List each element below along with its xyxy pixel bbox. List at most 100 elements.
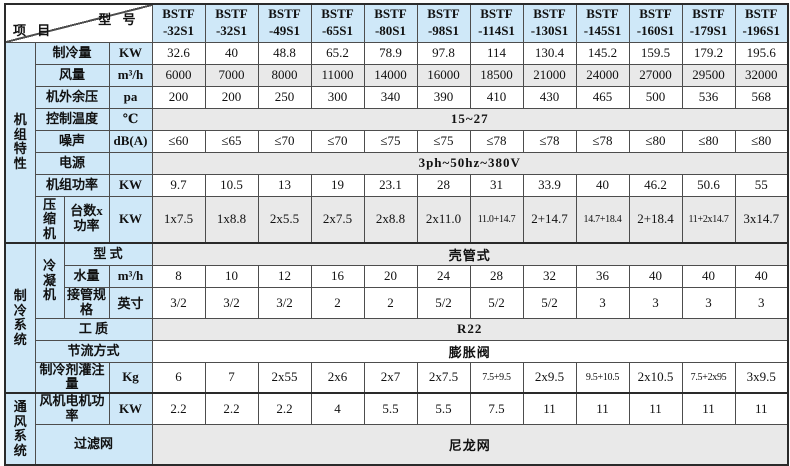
value-cell: 8 [151,264,206,288]
row-label: 水量 [63,264,110,288]
value-cell: ≤70 [257,129,312,153]
table-row: 电源 3ph~50hz~380V [5,151,789,175]
table-row: 制 冷 系 统冷 凝 机型 式壳管式 [4,242,789,394]
value-cell: 2x7.5 [310,195,365,244]
row-label: 型 式 [63,242,153,266]
value-cell: 2x5.5 [257,195,312,244]
value-cell: 65.2 [310,41,365,65]
value-cell: ≤75 [416,129,471,153]
value-cell: 1x8.8 [204,195,259,244]
header-row: 型 号项 目 BSTF -32S1 BSTF -32S1 BSTF -49S1 BSTF… [4,3,789,43]
model-header: BSTF -114S1 [469,3,524,43]
row-label: 过滤网 [34,424,153,466]
value-cell: 40 [734,264,789,288]
model-header: BSTF -179S1 [681,3,736,43]
value-cell: 410 [469,85,524,109]
merged-value-cell: 膨胀阀 [151,339,789,363]
table-row: 控制温度 ℃ 15~27 [5,107,789,131]
value-cell: 11 [522,392,577,426]
value-cell: 300 [310,85,365,109]
unit-cell: 英寸 [108,286,153,319]
merged-value-cell: 3ph~50hz~380V [151,151,789,175]
row-label: 接管规格 [63,286,110,319]
value-cell: 55 [734,173,789,197]
value-cell: ≤78 [522,129,577,153]
model-header: BSTF -49S1 [257,3,312,43]
value-cell: 10.5 [204,173,259,197]
row-label: 工 质 [34,317,153,341]
value-cell: 2+18.4 [628,195,683,244]
subgroup-label: 冷 凝 机 [34,242,65,319]
value-cell: ≤80 [681,129,736,153]
value-cell: 40 [575,173,630,197]
model-header: BSTF -130S1 [522,3,577,43]
value-cell: 2.2 [257,392,312,426]
value-cell: 27000 [628,63,683,87]
value-cell: 114 [469,41,524,65]
value-cell: 16000 [416,63,471,87]
value-cell: 340 [363,85,418,109]
value-cell: 250 [257,85,312,109]
value-cell: ≤60 [151,129,206,153]
value-cell: 31 [469,173,524,197]
table-row: 机外余压 pa 200 200 250 300 340 390 410 430 465 500 536 5… [5,85,789,109]
value-cell: 2x6 [310,361,365,394]
value-cell: 2 [363,286,418,319]
value-cell: 2x9.5 [522,361,577,394]
value-cell: 430 [522,85,577,109]
value-cell: 40 [681,264,736,288]
value-cell: 29500 [681,63,736,87]
unit-cell: KW [108,195,153,244]
value-cell: 2+14.7 [522,195,577,244]
merged-value-cell: 壳管式 [151,242,789,266]
value-cell: 32 [522,264,577,288]
model-header: BSTF -32S1 [204,3,259,43]
row-label: 机外余压 [34,85,110,109]
value-cell: 36 [575,264,630,288]
table-row: 机 组 特 性制冷量 KW 32.6 40 48.8 65.2 78.9 97.8 114 130… [4,41,789,244]
value-cell: 390 [416,85,471,109]
value-cell: 12 [257,264,312,288]
spec-sheet: 型 号项 目 BSTF -32S1 BSTF -32S1 BSTF -49S1 BSTF… [4,3,789,466]
item-axis-label: 项 目 [13,22,55,38]
value-cell: ≤65 [204,129,259,153]
table-head: 型 号项 目 BSTF -32S1 BSTF -32S1 BSTF -49S1 BSTF… [4,3,789,43]
value-cell: 2.2 [204,392,259,426]
value-cell: ≤78 [575,129,630,153]
table-row: 制冷剂灌注量 Kg 6 7 2x55 2x6 2x7 2x7.5 7.5+9.5 2x9.5 9.5… [5,361,789,394]
row-label: 噪声 [34,129,110,153]
value-cell: ≤78 [469,129,524,153]
table-row: 压 缩 机台数x 功率 KW 1x7.5 1x8.8 2x5.5 2x7.5 2x8.8 2x… [5,195,789,244]
value-cell: 8000 [257,63,312,87]
group-label: 制 冷 系 统 [4,242,36,394]
value-cell: 5/2 [522,286,577,319]
value-cell: ≤70 [310,129,365,153]
value-cell: 19 [310,173,365,197]
value-cell: 179.2 [681,41,736,65]
table-row: 水量 m³/h 8 10 12 16 20 24 28 32 36 40 40 40 [5,264,789,288]
value-cell: 40 [204,41,259,65]
value-cell: 14000 [363,63,418,87]
value-cell: 97.8 [416,41,471,65]
value-cell: 3/2 [151,286,206,319]
value-cell: 40 [628,264,683,288]
value-cell: 24000 [575,63,630,87]
value-cell: 7 [204,361,259,394]
value-cell: 2x11.0 [416,195,471,244]
value-cell: 500 [628,85,683,109]
table-row: 风量 m³/h 6000 7000 8000 11000 14000 16000 18500 21… [5,63,789,87]
unit-cell: KW [108,41,153,65]
corner-cell: 型 号项 目 [4,3,153,43]
value-cell: 159.5 [628,41,683,65]
value-cell: 195.6 [734,41,789,65]
value-cell: ≤80 [628,129,683,153]
row-label: 电源 [34,151,110,175]
value-cell: 50.6 [681,173,736,197]
model-header: BSTF -145S1 [575,3,630,43]
value-cell: 130.4 [522,41,577,65]
table-row: 节流方式 膨胀阀 [5,339,789,363]
value-cell: 11+2x14.7 [681,195,736,244]
table-row: 通 风 系 统风机电机功率 KW 2.2 2.2 2.2 4 5.5 5.5 7.5 11 11 11… [4,392,789,466]
table-body: 机 组 特 性制冷量 KW 32.6 40 48.8 65.2 78.9 97.8 114 130… [4,41,789,466]
value-cell: 10 [204,264,259,288]
